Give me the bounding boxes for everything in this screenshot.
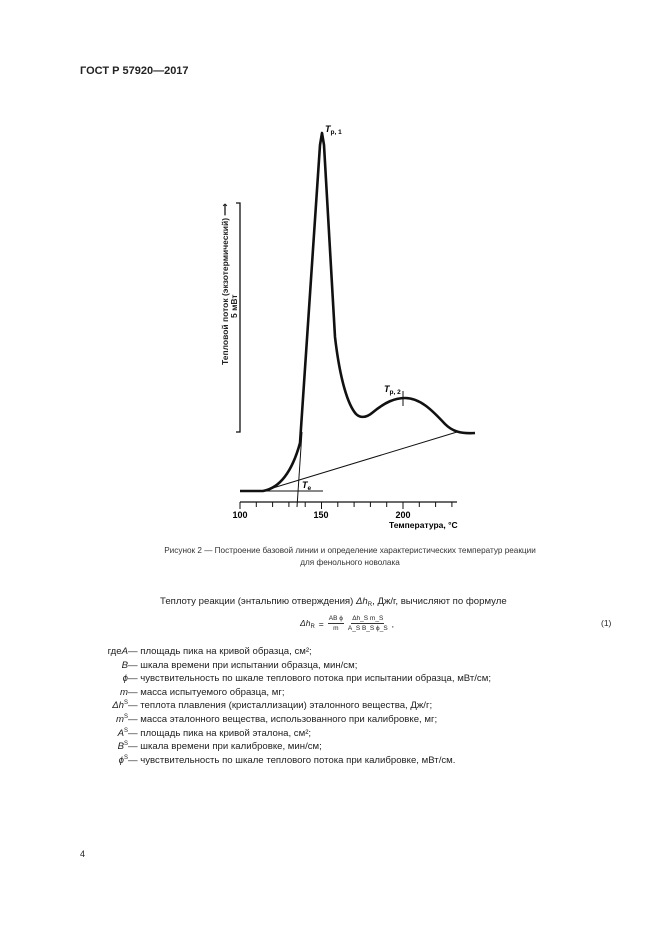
definition-item: ϕ [122,673,128,685]
definition-text: — масса испытуемого образца, мг; [128,686,285,698]
figure-caption-line2: для фенольного новолака [300,558,400,567]
definition-text: — масса эталонного вещества, использован… [128,714,438,725]
definition-text: — площадь пика на кривой эталона, см²; [128,727,312,739]
definition-text: — шкала времени при испытании образца, м… [128,659,358,671]
standard-header: ГОСТ Р 57920—2017 [80,65,189,77]
scale-bar [236,202,241,433]
x-tick-150: 150 [313,510,328,520]
x-tick-200: 200 [395,510,410,520]
definition-text: — шкала времени при калибровке, мин/см; [128,741,322,753]
definition-text: — чувствительность по шкале теплового по… [128,673,491,685]
peak2-label: Tp, 2 [384,384,401,396]
dsc-curve [240,131,476,493]
x-tick-100: 100 [232,510,247,520]
definition-text: — теплота плавления (кристаллизации) эта… [128,700,433,712]
onset-label: Te [302,480,312,492]
tangent-line [296,431,303,508]
definition-item: Δh S [112,700,128,712]
page-number: 4 [80,849,86,859]
y-axis-label: Тепловой поток (экзотермический) ⟶ [220,203,230,365]
intro-paragraph: Теплоту реакции (энтальпию отверждения) … [160,596,507,608]
scale-label: 5 мВт [229,294,239,318]
baseline [262,431,458,492]
dsc-figure: Тепловой поток (экзотермический) ⟶ 5 мВт… [220,124,476,530]
definition-text: — площадь пика на кривой образца, см²; [128,646,312,657]
x-axis-label: Температура, °С [389,520,458,530]
definition-text: — чувствительность по шкале теплового по… [128,754,456,766]
definition-item: где A [107,646,128,657]
definition-item: m [120,686,128,698]
definition-item: B [121,659,128,671]
equation-number: (1) [601,618,612,628]
peak1-label: Tp, 1 [325,124,342,136]
figure-caption-line1: Рисунок 2 — Построение базовой линии и о… [164,546,536,555]
x-axis-ticks [239,502,453,509]
